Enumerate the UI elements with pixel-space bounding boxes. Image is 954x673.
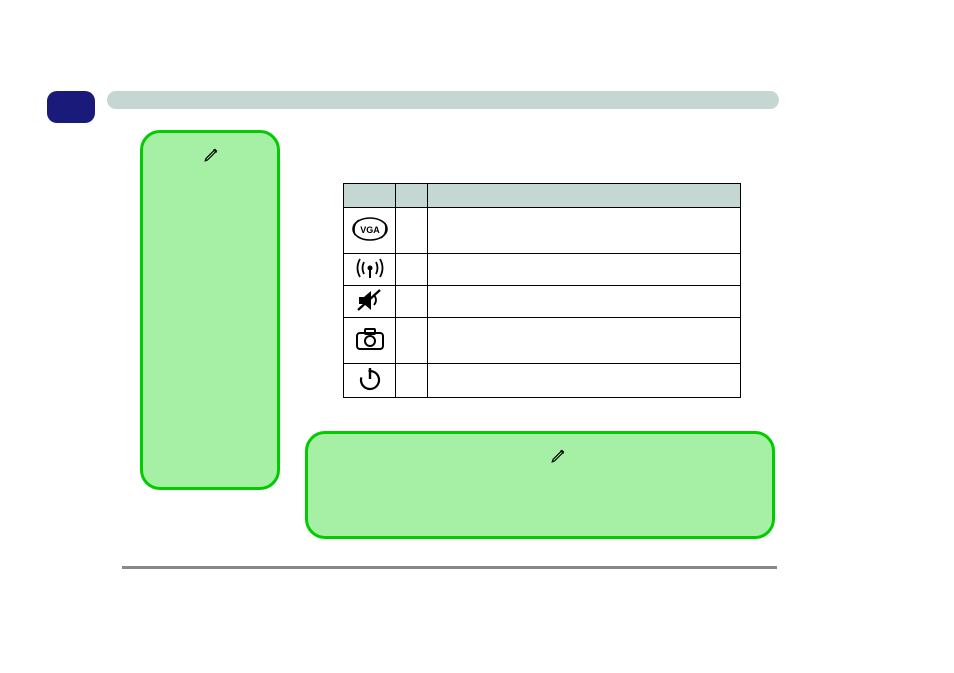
desc-cell bbox=[428, 364, 741, 398]
header-bar bbox=[107, 91, 779, 109]
footer-line bbox=[122, 566, 777, 569]
vga-icon: VGA bbox=[351, 215, 389, 246]
navy-badge bbox=[47, 91, 95, 123]
table-header-row bbox=[344, 184, 741, 208]
mute-icon bbox=[355, 288, 385, 315]
icon-cell bbox=[344, 364, 396, 398]
icon-cell: VGA bbox=[344, 208, 396, 254]
svg-text:VGA: VGA bbox=[360, 225, 380, 235]
power-icon bbox=[357, 366, 383, 395]
icon-cell bbox=[344, 286, 396, 318]
table-row bbox=[344, 318, 741, 364]
header-key-col bbox=[396, 184, 428, 208]
table-row bbox=[344, 364, 741, 398]
key-cell bbox=[396, 208, 428, 254]
key-cell bbox=[396, 254, 428, 286]
desc-cell bbox=[428, 208, 741, 254]
pencil-icon bbox=[203, 145, 221, 168]
pencil-icon bbox=[550, 446, 568, 469]
table-row bbox=[344, 254, 741, 286]
header-desc-col bbox=[428, 184, 741, 208]
key-cell bbox=[396, 286, 428, 318]
camera-icon bbox=[354, 326, 386, 355]
icon-cell bbox=[344, 318, 396, 364]
table-row bbox=[344, 286, 741, 318]
hotkey-table: VGA bbox=[343, 183, 741, 398]
desc-cell bbox=[428, 254, 741, 286]
desc-cell bbox=[428, 318, 741, 364]
sidebar-note bbox=[140, 130, 280, 490]
desc-cell bbox=[428, 286, 741, 318]
key-cell bbox=[396, 364, 428, 398]
table-row: VGA bbox=[344, 208, 741, 254]
bottom-note bbox=[305, 431, 775, 539]
header-icon-col bbox=[344, 184, 396, 208]
wireless-icon bbox=[355, 256, 385, 283]
icon-cell bbox=[344, 254, 396, 286]
key-cell bbox=[396, 318, 428, 364]
